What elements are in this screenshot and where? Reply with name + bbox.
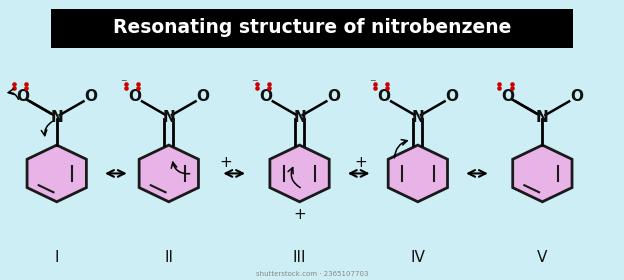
- Polygon shape: [270, 145, 329, 202]
- Text: shutterstock.com · 2365107703: shutterstock.com · 2365107703: [256, 270, 368, 277]
- Text: O: O: [328, 89, 340, 104]
- Text: O: O: [197, 89, 210, 104]
- Text: +: +: [293, 207, 306, 222]
- Text: N: N: [293, 110, 306, 125]
- Text: O: O: [377, 89, 390, 104]
- Text: N: N: [536, 110, 548, 125]
- Text: N: N: [51, 110, 63, 125]
- Text: O: O: [84, 89, 97, 104]
- Polygon shape: [388, 145, 447, 202]
- Text: +: +: [355, 155, 368, 170]
- Text: O: O: [16, 89, 29, 104]
- Text: ⁻: ⁻: [120, 77, 127, 90]
- Text: Resonating structure of nitrobenzene: Resonating structure of nitrobenzene: [113, 18, 511, 37]
- Text: IV: IV: [411, 249, 426, 265]
- Text: I: I: [54, 249, 59, 265]
- Text: N: N: [411, 110, 424, 125]
- Text: V: V: [537, 249, 547, 265]
- Text: ⁻: ⁻: [251, 77, 258, 90]
- Text: III: III: [293, 249, 306, 265]
- Text: O: O: [570, 89, 583, 104]
- Polygon shape: [513, 145, 572, 202]
- Polygon shape: [27, 145, 86, 202]
- Text: +: +: [219, 155, 232, 170]
- Text: O: O: [128, 89, 141, 104]
- Polygon shape: [139, 145, 198, 202]
- FancyBboxPatch shape: [51, 9, 573, 48]
- Text: O: O: [446, 89, 459, 104]
- Text: II: II: [164, 249, 173, 265]
- Text: N: N: [162, 110, 175, 125]
- Text: O: O: [502, 89, 515, 104]
- Text: ⁻: ⁻: [369, 77, 376, 90]
- Text: O: O: [259, 89, 272, 104]
